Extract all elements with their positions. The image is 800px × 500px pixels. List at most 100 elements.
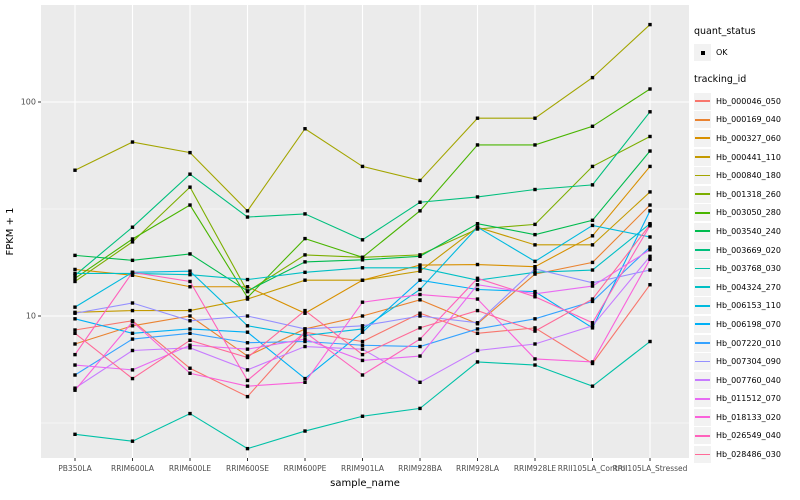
data-point xyxy=(303,380,307,384)
legend-item-Hb_018133_020: Hb_018133_020 xyxy=(694,408,800,427)
legend-line-swatch xyxy=(695,304,710,307)
legend-label: Hb_000441_110 xyxy=(716,152,781,162)
data-point xyxy=(130,376,135,381)
data-point xyxy=(130,331,135,336)
legend-line-swatch xyxy=(695,267,710,270)
data-point xyxy=(475,278,480,282)
data-point xyxy=(533,143,537,147)
legend-line-swatch xyxy=(695,137,710,140)
data-point xyxy=(475,297,480,301)
data-point xyxy=(590,321,595,325)
data-point xyxy=(590,324,595,328)
legend-line-swatch xyxy=(695,286,710,289)
data-point xyxy=(648,190,652,194)
legend-tracking-id-items: Hb_000046_050 Hb_000169_040 Hb_000327_060 H… xyxy=(694,92,800,464)
data-point xyxy=(130,273,135,277)
legend-item-Hb_000441_110: Hb_000441_110 xyxy=(694,148,800,167)
data-point xyxy=(73,352,77,357)
data-point xyxy=(303,429,307,433)
data-point xyxy=(73,267,77,272)
data-point xyxy=(130,337,135,341)
data-point xyxy=(418,314,422,318)
legend-line-swatch xyxy=(695,211,710,214)
data-point xyxy=(188,366,192,370)
data-point xyxy=(533,317,537,321)
data-point xyxy=(130,225,135,229)
data-point xyxy=(360,238,365,242)
data-point xyxy=(648,339,652,344)
data-point xyxy=(648,268,652,272)
data-point xyxy=(533,295,537,299)
data-point xyxy=(73,432,77,437)
data-point xyxy=(648,245,652,249)
data-point xyxy=(245,347,250,351)
data-point xyxy=(130,301,135,305)
data-point xyxy=(245,355,250,360)
data-point xyxy=(418,354,422,358)
data-point xyxy=(475,195,480,199)
data-point xyxy=(475,327,480,331)
data-point xyxy=(73,168,77,172)
legend-key-box xyxy=(694,222,711,240)
data-point xyxy=(130,270,135,275)
legend-key-box xyxy=(694,334,711,352)
data-point xyxy=(245,285,250,289)
legend-key-box xyxy=(694,241,711,259)
legend-label: Hb_026549_040 xyxy=(716,431,781,441)
legend-label: Hb_000327_060 xyxy=(716,133,781,143)
data-point xyxy=(648,22,652,27)
data-point xyxy=(73,317,77,321)
data-point xyxy=(188,272,192,277)
legend-label: Hb_004324_270 xyxy=(716,282,781,292)
data-point xyxy=(188,185,192,189)
data-point xyxy=(245,394,250,399)
data-point xyxy=(245,289,250,293)
legend-line-swatch xyxy=(695,156,710,158)
data-point xyxy=(475,116,480,120)
x-tick-label: RRIM928LA xyxy=(456,464,500,473)
data-point xyxy=(73,273,77,277)
legend-label: Hb_000046_050 xyxy=(716,96,781,106)
legend-label: Hb_003768_030 xyxy=(716,264,781,274)
data-point xyxy=(475,348,480,353)
legend-item-Hb_007304_090: Hb_007304_090 xyxy=(694,352,800,371)
legend-key-box xyxy=(694,111,711,129)
legend-line-swatch xyxy=(695,193,710,196)
data-point xyxy=(418,326,422,330)
data-point xyxy=(245,378,250,383)
data-point xyxy=(360,347,365,351)
legend-item-Hb_000840_180: Hb_000840_180 xyxy=(694,166,800,185)
data-point xyxy=(245,384,250,388)
data-point xyxy=(418,337,422,341)
data-point xyxy=(648,134,652,139)
legend-label: Hb_028486_030 xyxy=(716,450,781,460)
legend-line-swatch xyxy=(695,230,710,233)
data-point xyxy=(245,324,250,328)
data-point xyxy=(303,327,307,331)
legend-item-Hb_004324_270: Hb_004324_270 xyxy=(694,278,800,297)
x-tick-label: RRIM600PE xyxy=(284,464,327,473)
data-point xyxy=(130,140,135,144)
data-point xyxy=(475,321,480,325)
point-marker-icon xyxy=(700,50,705,55)
x-tick-label: RRII105LA_Control xyxy=(558,464,628,473)
data-point xyxy=(533,342,537,346)
legend-label: Hb_003669_020 xyxy=(716,245,781,255)
data-point xyxy=(245,295,250,300)
data-point xyxy=(590,299,595,304)
data-point xyxy=(360,343,365,347)
legend-key-box xyxy=(694,167,711,185)
data-point xyxy=(590,124,595,128)
data-point xyxy=(188,203,192,207)
y-axis-title: FPKM + 1 xyxy=(5,207,16,255)
data-point xyxy=(130,237,135,241)
legend-label: Hb_011512_070 xyxy=(716,394,781,404)
legend-line-swatch xyxy=(695,360,710,363)
data-point xyxy=(533,292,537,296)
data-point xyxy=(475,143,480,147)
data-point xyxy=(590,260,595,265)
x-tick-label: RRIM928BA xyxy=(398,464,443,473)
data-point xyxy=(648,110,652,114)
